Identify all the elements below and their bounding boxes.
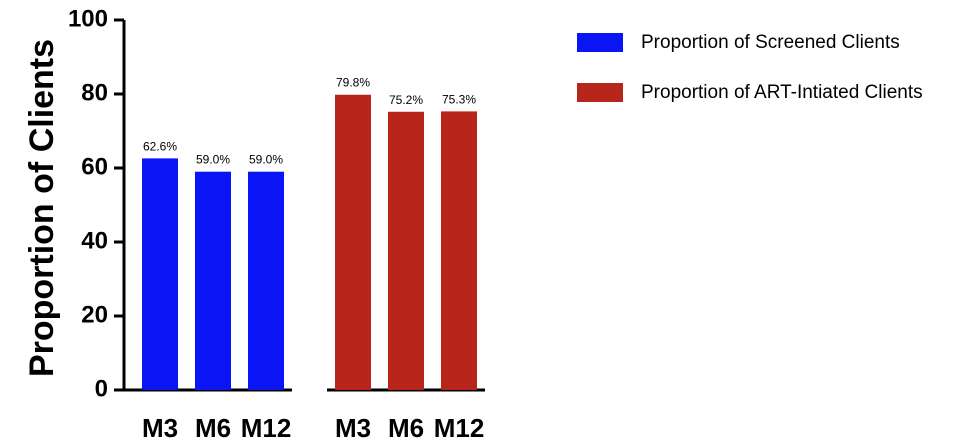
bar bbox=[248, 171, 284, 390]
data-label: 62.6% bbox=[143, 139, 177, 153]
legend-swatch bbox=[577, 33, 623, 52]
bar bbox=[195, 171, 231, 390]
y-tick-label: 100 bbox=[68, 5, 108, 32]
data-label: 75.3% bbox=[442, 92, 476, 106]
x-tick-label: M12 bbox=[241, 413, 292, 441]
bar bbox=[335, 94, 371, 391]
bar bbox=[441, 111, 477, 390]
legend-label: Proportion of ART-Intiated Clients bbox=[641, 82, 923, 103]
x-tick-label: M3 bbox=[335, 413, 371, 441]
y-axis-label: Proportion of Clients bbox=[23, 39, 61, 377]
x-tick-label: M6 bbox=[195, 413, 231, 441]
y-tick-label: 0 bbox=[95, 375, 108, 402]
x-tick-label: M6 bbox=[388, 413, 424, 441]
bars: 62.6% M3 59.0% M6 59.0% M12 79.8% M3 75.2% M6 75.3… bbox=[142, 76, 484, 441]
data-label: 59.0% bbox=[249, 153, 283, 167]
y-tick-label: 80 bbox=[81, 79, 108, 106]
data-label: 59.0% bbox=[196, 153, 230, 167]
legend: Proportion of Screened Clients Proportion… bbox=[577, 32, 923, 103]
x-tick-label: M12 bbox=[434, 413, 485, 441]
bar bbox=[388, 111, 424, 390]
legend-label: Proportion of Screened Clients bbox=[641, 32, 900, 53]
x-tick-label: M3 bbox=[142, 413, 178, 441]
y-tick-label: 20 bbox=[81, 301, 108, 328]
bar bbox=[142, 158, 178, 390]
y-tick-label: 60 bbox=[81, 153, 108, 180]
legend-swatch bbox=[577, 83, 623, 102]
data-label: 79.8% bbox=[336, 76, 370, 90]
y-tick-label: 40 bbox=[81, 227, 108, 254]
data-label: 75.2% bbox=[389, 93, 423, 107]
